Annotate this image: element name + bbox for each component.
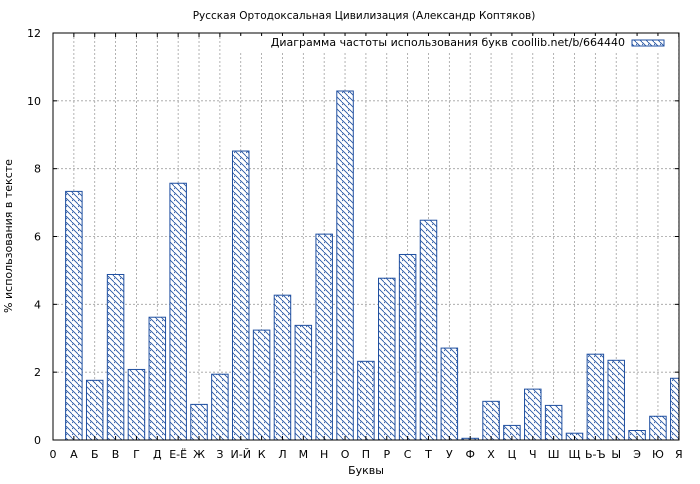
x-tick-label: П xyxy=(362,448,370,461)
legend: Диаграмма частоты использования букв coo… xyxy=(240,36,674,52)
bar-Ж xyxy=(190,403,208,440)
x-tick-label: Ч xyxy=(529,448,537,461)
y-tick-label: 0 xyxy=(34,434,41,447)
bar-К xyxy=(252,329,271,440)
bar-Б xyxy=(85,379,104,440)
x-tick-label: Ц xyxy=(508,448,517,461)
x-axis-ticks: 0 А Б В Г Д Е-Ё Ж З И-Й К Л М Н О П Р С Т У Ф Х Ц Ч Ш Щ Ь-Ъ Ы Э Ю Я xyxy=(50,33,683,461)
y-axis-label: % использования в тексте xyxy=(2,159,15,313)
x-tick-label: В xyxy=(112,448,120,461)
x-tick-label: Ы xyxy=(611,448,621,461)
y-tick-label: 6 xyxy=(34,231,41,244)
bar-Д xyxy=(148,316,167,440)
x-tick-label: Л xyxy=(278,448,286,461)
bar-М xyxy=(294,324,313,440)
legend-swatch xyxy=(631,39,665,47)
bar-Р xyxy=(378,277,396,440)
x-tick-label: К xyxy=(258,448,266,461)
x-tick-label: Б xyxy=(91,448,99,461)
x-tick-label: М xyxy=(299,448,309,461)
bars xyxy=(65,90,679,440)
bar-Ч xyxy=(524,388,542,440)
x-axis-label: Буквы xyxy=(348,464,384,477)
bar-У xyxy=(440,347,459,440)
x-tick-label: Щ xyxy=(568,448,580,461)
y-tick-label: 10 xyxy=(27,95,41,108)
x-tick-label: И-Й xyxy=(231,448,251,461)
grid xyxy=(53,33,680,440)
x-tick-label: Ю xyxy=(652,448,664,461)
x-tick-label: Я xyxy=(675,448,683,461)
bar-Л xyxy=(273,294,292,440)
x-tick-label: Ь-Ъ xyxy=(585,448,606,461)
bar-О xyxy=(336,90,354,440)
bar-Т xyxy=(419,219,438,440)
bar-П xyxy=(357,360,375,440)
legend-box xyxy=(240,36,674,52)
x-tick-label: А xyxy=(70,448,78,461)
x-tick-label: С xyxy=(404,448,412,461)
x-tick-label: Д xyxy=(153,448,162,461)
x-tick-label: Р xyxy=(383,448,390,461)
bar-Н xyxy=(315,233,333,440)
bar-Е-Ё xyxy=(169,182,187,440)
x-tick-label: Ф xyxy=(465,448,474,461)
y-tick-label: 4 xyxy=(34,298,41,311)
x-tick-label: Е-Ё xyxy=(169,448,187,461)
legend-label: Диаграмма частоты использования букв coo… xyxy=(271,36,625,49)
bar-Г xyxy=(127,368,146,440)
bar-Ь-Ъ xyxy=(586,353,605,440)
x-tick-label: Х xyxy=(487,448,495,461)
x-tick-label: 0 xyxy=(50,448,57,461)
y-axis-ticks: 0 2 4 6 8 10 12 xyxy=(27,27,679,447)
bar-Ш xyxy=(544,404,563,440)
x-tick-label: Ш xyxy=(548,448,560,461)
x-tick-label: Э xyxy=(633,448,641,461)
chart-title: Русская Ортодоксальная Цивилизация (Алек… xyxy=(193,10,536,22)
bar-И-Й xyxy=(231,150,250,440)
bar-В xyxy=(106,273,125,440)
x-tick-label: З xyxy=(216,448,223,461)
x-tick-label: У xyxy=(446,448,453,461)
bar-А xyxy=(65,190,83,440)
y-tick-label: 2 xyxy=(34,366,41,379)
x-tick-label: Ж xyxy=(193,448,205,461)
bar-С xyxy=(398,253,417,440)
y-tick-label: 12 xyxy=(27,27,41,40)
bar-Х xyxy=(482,400,500,440)
x-tick-label: Т xyxy=(424,448,432,461)
x-tick-label: Г xyxy=(133,448,140,461)
bar-Ы xyxy=(607,359,625,440)
y-tick-label: 8 xyxy=(34,163,41,176)
bar-З xyxy=(211,373,229,440)
x-tick-label: О xyxy=(341,448,350,461)
x-tick-label: Н xyxy=(320,448,328,461)
